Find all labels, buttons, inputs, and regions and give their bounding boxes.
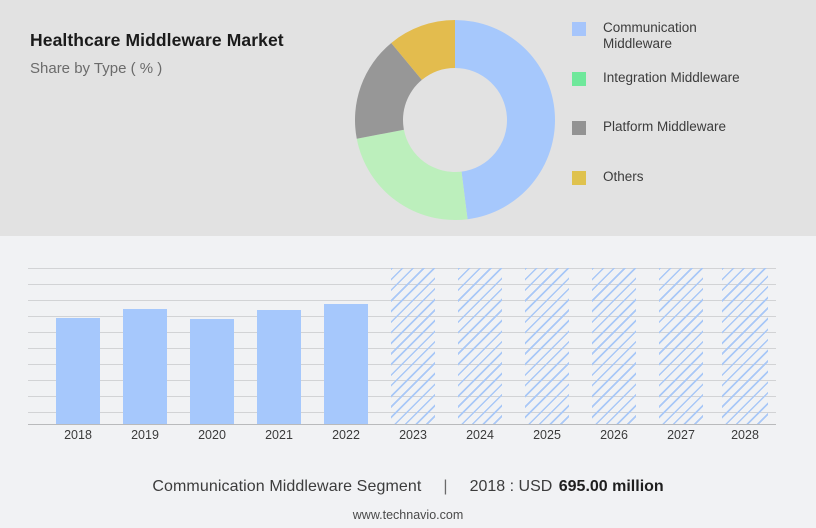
footer-year-label: 2018 : USD xyxy=(469,478,553,495)
donut-slice-integration-middleware xyxy=(356,129,468,220)
donut-chart-svg xyxy=(355,20,555,220)
chart-header-band: Healthcare Middleware Market Share by Ty… xyxy=(0,0,816,236)
x-axis-label-2023: 2023 xyxy=(399,428,427,442)
legend-item-label: Platform Middleware xyxy=(603,119,727,134)
donut-slice-communication-middleware xyxy=(455,20,555,220)
bar-2027[interactable] xyxy=(659,268,703,424)
bar-2026[interactable] xyxy=(592,268,636,424)
bar-chart: 2018 2019 2020 2021 2022 2023 2024 2025 2026 2027… xyxy=(28,262,776,442)
footer-divider: | xyxy=(443,478,448,495)
donut-chart xyxy=(355,20,555,220)
bar-2022[interactable] xyxy=(324,304,368,424)
x-axis-label-2022: 2022 xyxy=(332,428,360,442)
bar-2024[interactable] xyxy=(458,268,502,424)
x-axis-label-2026: 2026 xyxy=(600,428,628,442)
legend-item-others[interactable]: Others xyxy=(572,169,644,185)
x-axis-label-2025: 2025 xyxy=(533,428,561,442)
legend-item-platform-middleware[interactable]: Platform Middleware xyxy=(572,119,726,135)
bar-2028[interactable] xyxy=(722,268,768,424)
legend-item-integration-middleware[interactable]: Integration Middleware xyxy=(572,70,740,86)
x-axis-label-2021: 2021 xyxy=(265,428,293,442)
bar-2019[interactable] xyxy=(123,309,167,424)
donut-slice-group xyxy=(355,20,555,220)
footer-segment-label: Communication Middleware Segment xyxy=(152,478,422,495)
x-axis-label-2028: 2028 xyxy=(731,428,759,442)
x-axis-label-2018: 2018 xyxy=(64,428,92,442)
bar-2023[interactable] xyxy=(391,268,435,424)
legend-item-label: Integration Middleware xyxy=(603,70,740,85)
legend-item-communication-middleware[interactable]: Communication Middleware xyxy=(572,20,733,52)
legend-swatch-others xyxy=(572,171,586,185)
page-title: Healthcare Middleware Market xyxy=(30,30,284,50)
footer-url: www.technavio.com xyxy=(352,508,464,522)
donut-slice-others xyxy=(391,20,455,80)
x-axis-label-2027: 2027 xyxy=(667,428,695,442)
donut-slice-platform-middleware xyxy=(355,42,422,139)
legend-swatch-communication-middleware xyxy=(572,22,586,36)
legend-item-label: Communication Middleware xyxy=(603,20,697,51)
x-axis-label-2020: 2020 xyxy=(198,428,226,442)
bar-2020[interactable] xyxy=(190,319,234,424)
bar-2018[interactable] xyxy=(56,318,100,424)
footer-value: 695.00 million xyxy=(558,478,664,495)
x-axis-label-2019: 2019 xyxy=(131,428,159,442)
bar-2025[interactable] xyxy=(525,268,569,424)
x-axis-line xyxy=(28,424,776,425)
legend-item-label: Others xyxy=(603,169,644,184)
bar-2021[interactable] xyxy=(257,310,301,424)
footer-summary: Communication Middleware Segment | 2018 : … xyxy=(0,478,816,496)
page-subtitle: Share by Type ( % ) xyxy=(30,60,163,77)
legend-swatch-integration-middleware xyxy=(572,72,586,86)
legend-swatch-platform-middleware xyxy=(572,121,586,135)
x-axis-label-2024: 2024 xyxy=(466,428,494,442)
